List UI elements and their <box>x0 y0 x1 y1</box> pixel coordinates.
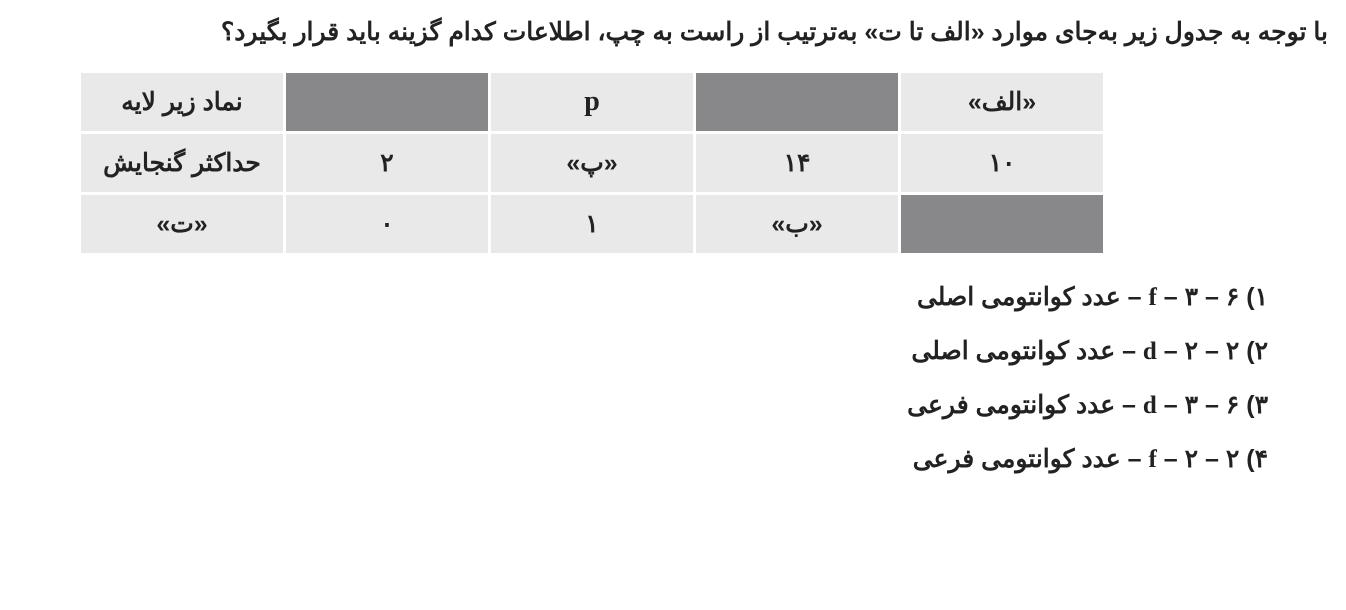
table-container: «الف» p نماد زیر لایه ۱۰ ۱۴ «پ» ۲ حداکثر… <box>18 70 1328 256</box>
cell-value: ۱۴ <box>696 134 898 192</box>
option-text: – ۲ – ۲ – عدد کوانتومی اصلی <box>911 337 1239 365</box>
cell-value: ۱ <box>491 195 693 253</box>
option-number: ۲) <box>1246 337 1268 365</box>
row-header-sublayer-symbol: نماد زیر لایه <box>81 73 283 131</box>
option-number: ۳) <box>1246 391 1268 419</box>
option-text: – ۲ – ۲ – عدد کوانتومی فرعی <box>913 445 1240 473</box>
cell-blank <box>696 73 898 131</box>
question-text: با توجه به جدول زیر به‌جای موارد «الف تا… <box>18 14 1328 52</box>
option-latin: f <box>1149 284 1157 311</box>
cell-blank <box>901 195 1103 253</box>
option-number: ۴) <box>1246 445 1268 473</box>
option-latin: d <box>1143 392 1157 419</box>
option-3: ۳) d – ۳ – ۶ – عدد کوانتومی فرعی <box>18 390 1268 420</box>
table-row: ۱۰ ۱۴ «پ» ۲ حداکثر گنجایش <box>81 134 1103 192</box>
option-latin: f <box>1149 446 1157 473</box>
cell-value: ۲ <box>286 134 488 192</box>
option-2: ۲) d – ۲ – ۲ – عدد کوانتومی اصلی <box>18 336 1268 366</box>
options-list: ۱) f – ۳ – ۶ – عدد کوانتومی اصلی ۲) d – … <box>18 282 1328 474</box>
cell-pe: «پ» <box>491 134 693 192</box>
option-1: ۱) f – ۳ – ۶ – عدد کوانتومی اصلی <box>18 282 1268 312</box>
option-text: – ۳ – ۶ – عدد کوانتومی فرعی <box>907 391 1239 419</box>
option-text: – ۳ – ۶ – عدد کوانتومی اصلی <box>917 283 1239 311</box>
table-row: «الف» p نماد زیر لایه <box>81 73 1103 131</box>
option-latin: d <box>1143 338 1157 365</box>
table-row: «ب» ۱ ۰ «ت» <box>81 195 1103 253</box>
cell-p: p <box>491 73 693 131</box>
cell-alef: «الف» <box>901 73 1103 131</box>
cell-te: «ت» <box>81 195 283 253</box>
cell-value: ۱۰ <box>901 134 1103 192</box>
option-4: ۴) f – ۲ – ۲ – عدد کوانتومی فرعی <box>18 444 1268 474</box>
cell-blank <box>286 73 488 131</box>
option-number: ۱) <box>1246 283 1268 311</box>
cell-value: ۰ <box>286 195 488 253</box>
data-table: «الف» p نماد زیر لایه ۱۰ ۱۴ «پ» ۲ حداکثر… <box>78 70 1106 256</box>
cell-be: «ب» <box>696 195 898 253</box>
row-header-max-capacity: حداکثر گنجایش <box>81 134 283 192</box>
